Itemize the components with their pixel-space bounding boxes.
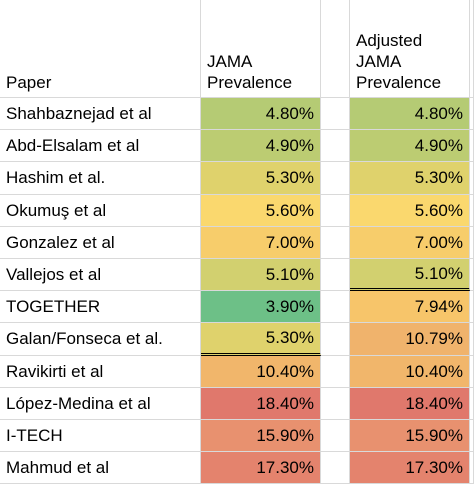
header-edge-cell[interactable] [470, 0, 474, 98]
edge-cell[interactable] [470, 195, 474, 227]
jama-prevalence-cell[interactable]: 10.40% [201, 356, 321, 388]
table-row-paper-cell[interactable]: Okumuş et al [0, 195, 201, 227]
edge-cell[interactable] [470, 130, 474, 162]
table-row-paper-cell[interactable]: Hashim et al. [0, 162, 201, 195]
header-adjusted-jama-prevalence[interactable]: Adjusted JAMA Prevalence [350, 0, 470, 98]
jama-prevalence-cell[interactable]: 15.90% [201, 420, 321, 452]
edge-cell[interactable] [470, 98, 474, 130]
empty-cell[interactable] [321, 356, 350, 388]
adjusted-prevalence-cell[interactable]: 7.00% [350, 227, 470, 259]
table-row-paper-cell[interactable]: I-TECH [0, 420, 201, 452]
adjusted-prevalence-cell[interactable]: 18.40% [350, 388, 470, 420]
table-row-paper-cell[interactable]: Galan/Fonseca et al. [0, 323, 201, 356]
jama-prevalence-cell[interactable]: 3.90% [201, 291, 321, 323]
table-row-paper-cell[interactable]: Mahmud et al [0, 452, 201, 484]
table-row-paper-cell[interactable]: TOGETHER [0, 291, 201, 323]
table-row-paper-cell[interactable]: Vallejos et al [0, 259, 201, 291]
header-empty-cell[interactable] [321, 0, 350, 98]
empty-cell[interactable] [321, 452, 350, 484]
edge-cell[interactable] [470, 356, 474, 388]
jama-prevalence-cell[interactable]: 18.40% [201, 388, 321, 420]
edge-cell[interactable] [470, 227, 474, 259]
header-jama-label: JAMA Prevalence [207, 52, 293, 92]
adjusted-prevalence-cell[interactable]: 10.79% [350, 323, 470, 356]
empty-cell[interactable] [321, 259, 350, 291]
adjusted-prevalence-cell[interactable]: 4.90% [350, 130, 470, 162]
empty-cell[interactable] [321, 291, 350, 323]
empty-cell[interactable] [321, 98, 350, 130]
adjusted-prevalence-cell[interactable]: 4.80% [350, 98, 470, 130]
empty-cell[interactable] [321, 323, 350, 356]
adjusted-prevalence-cell[interactable]: 10.40% [350, 356, 470, 388]
table-row-paper-cell[interactable]: Gonzalez et al [0, 227, 201, 259]
header-paper[interactable]: Paper [0, 0, 201, 98]
adjusted-prevalence-cell[interactable]: 5.60% [350, 195, 470, 227]
edge-cell[interactable] [470, 452, 474, 484]
empty-cell[interactable] [321, 227, 350, 259]
edge-cell[interactable] [470, 420, 474, 452]
header-paper-label: Paper [6, 73, 52, 92]
table-row-paper-cell[interactable]: López-Medina et al [0, 388, 201, 420]
header-adjusted-label: Adjusted JAMA Prevalence [356, 31, 442, 92]
jama-prevalence-cell[interactable]: 4.80% [201, 98, 321, 130]
edge-cell[interactable] [470, 259, 474, 291]
jama-prevalence-cell[interactable]: 5.10% [201, 259, 321, 291]
edge-cell[interactable] [470, 291, 474, 323]
table-row-paper-cell[interactable]: Ravikirti et al [0, 356, 201, 388]
jama-prevalence-cell[interactable]: 5.30% [201, 323, 321, 356]
edge-cell[interactable] [470, 323, 474, 356]
adjusted-prevalence-cell[interactable]: 5.30% [350, 162, 470, 195]
adjusted-prevalence-cell[interactable]: 5.10% [350, 259, 470, 291]
jama-prevalence-cell[interactable]: 4.90% [201, 130, 321, 162]
table-row-paper-cell[interactable]: Shahbaznejad et al [0, 98, 201, 130]
edge-cell[interactable] [470, 388, 474, 420]
adjusted-prevalence-cell[interactable]: 17.30% [350, 452, 470, 484]
adjusted-prevalence-cell[interactable]: 15.90% [350, 420, 470, 452]
empty-cell[interactable] [321, 388, 350, 420]
empty-cell[interactable] [321, 130, 350, 162]
adjusted-prevalence-cell[interactable]: 7.94% [350, 291, 470, 323]
table-row-paper-cell[interactable]: Abd-Elsalam et al [0, 130, 201, 162]
jama-prevalence-cell[interactable]: 5.60% [201, 195, 321, 227]
empty-cell[interactable] [321, 195, 350, 227]
empty-cell[interactable] [321, 162, 350, 195]
jama-prevalence-cell[interactable]: 5.30% [201, 162, 321, 195]
jama-prevalence-cell[interactable]: 17.30% [201, 452, 321, 484]
header-jama-prevalence[interactable]: JAMA Prevalence [201, 0, 321, 98]
edge-cell[interactable] [470, 162, 474, 195]
empty-cell[interactable] [321, 420, 350, 452]
jama-prevalence-cell[interactable]: 7.00% [201, 227, 321, 259]
